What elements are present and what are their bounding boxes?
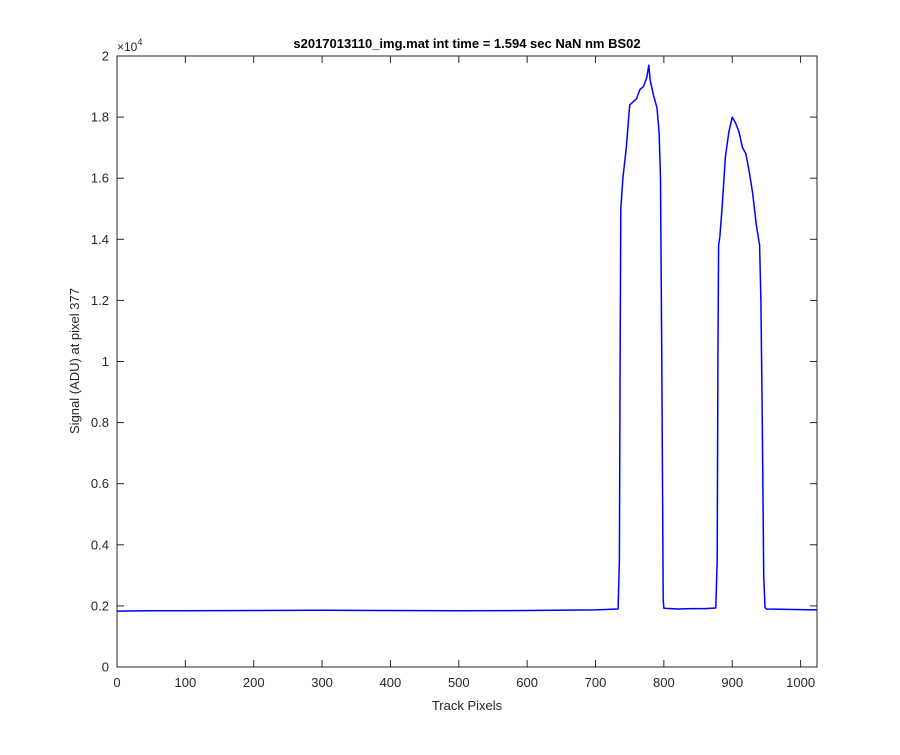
series-layer (116, 64, 818, 612)
x-tick-label: 600 (516, 675, 538, 690)
y-exponent-power: 4 (137, 37, 142, 47)
x-tick-label: 0 (113, 675, 120, 690)
signal-line (116, 64, 818, 612)
y-tick-label: 0.2 (91, 598, 109, 613)
plot-area (117, 56, 817, 667)
y-tick-label: 0 (102, 660, 109, 675)
y-tick-label: 1 (102, 354, 109, 369)
y-axis-ticks: 0 0.2 0.4 0.6 0.8 1 1.2 1.4 1.6 1.8 2 (91, 49, 817, 675)
x-tick-label: 200 (243, 675, 265, 690)
x-tick-label: 400 (380, 675, 402, 690)
x-tick-label: 800 (653, 675, 675, 690)
x-axis-ticks: 0 100 200 300 400 500 600 700 800 900 1000 (113, 56, 815, 690)
y-tick-label: 1.6 (91, 171, 109, 186)
y-tick-label: 1.8 (91, 110, 109, 125)
y-tick-label: 1.4 (91, 232, 109, 247)
y-tick-label: 1.2 (91, 293, 109, 308)
y-tick-label: 0.6 (91, 476, 109, 491)
x-tick-label: 100 (175, 675, 197, 690)
y-axis-label: Signal (ADU) at pixel 377 (67, 288, 82, 434)
x-tick-label: 700 (585, 675, 607, 690)
x-tick-label: 1000 (786, 675, 815, 690)
y-exponent-base: ×10 (117, 40, 138, 54)
y-tick-label: 0.8 (91, 415, 109, 430)
y-tick-label: 2 (102, 49, 109, 64)
x-axis-label: Track Pixels (432, 698, 503, 713)
y-exponent-label: ×104 (117, 37, 142, 54)
chart-title: s2017013110_img.mat int time = 1.594 sec… (293, 36, 640, 51)
x-tick-label: 300 (311, 675, 333, 690)
y-tick-label: 0.4 (91, 537, 109, 552)
x-tick-label: 900 (721, 675, 743, 690)
x-tick-label: 500 (448, 675, 470, 690)
